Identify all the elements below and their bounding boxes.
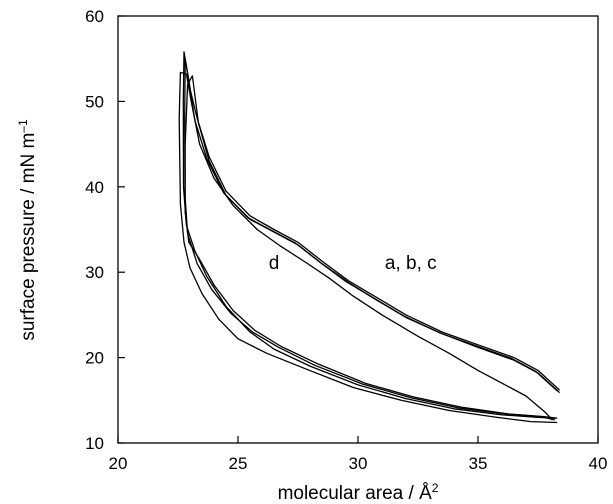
ticks: 20 25 30 35 40 10 20 30 40 50 60 [85,7,607,473]
isotherm-curve-a [182,51,561,419]
annotation-label: a, b, c [385,253,437,274]
x-tick-label: 25 [229,454,248,473]
y-tick-label: 40 [85,178,104,197]
curves [178,51,561,424]
y-tick-label: 20 [85,349,104,368]
x-tick-label: 30 [349,454,368,473]
isotherm-curve-d [178,71,558,424]
annotation-label: d [269,253,280,274]
isotherm-curve-c [184,58,558,421]
y-tick-label: 10 [85,434,104,453]
x-axis-title: molecular area / Å2 [278,481,439,504]
y-tick-label: 50 [85,92,104,111]
annotations: d a, b, c [269,253,437,274]
y-axis-title: surface pressure / mN m–1 [16,119,39,341]
isotherm-curve-b [184,75,561,419]
x-tick-label: 20 [109,454,128,473]
y-tick-label: 30 [85,263,104,282]
x-tick-label: 35 [469,454,488,473]
y-tick-label: 60 [85,7,104,26]
x-tick-label: 40 [589,454,608,473]
